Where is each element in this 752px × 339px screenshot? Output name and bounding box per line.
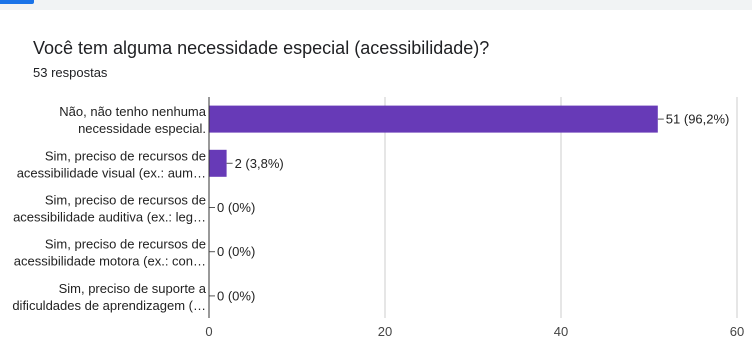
category-label: Sim, preciso de suporte a dificuldades de… [12, 281, 206, 313]
question-title: Você tem alguma necessidade especial (ac… [33, 38, 490, 58]
category-label-line: Sim, preciso de recursos de [45, 148, 206, 163]
x-tick-label: 60 [730, 324, 744, 339]
category-label-line: acessibilidade auditiva (ex.: leg… [13, 210, 206, 225]
category-label-line: acessibilidade motora (ex.: con… [14, 254, 206, 269]
top-strip [0, 0, 752, 10]
x-axis-ticks: 0 20 40 60 [205, 324, 744, 339]
bars [209, 105, 658, 177]
data-label: 2 (3,8%) [235, 156, 284, 171]
bar[interactable] [209, 105, 658, 133]
question-card: Você tem alguma necessidade especial (ac… [0, 10, 752, 339]
x-tick-label: 40 [554, 324, 568, 339]
x-tick-label: 0 [205, 324, 212, 339]
category-label: Sim, preciso de recursos de acessibilidad… [14, 237, 206, 269]
x-tick-label: 20 [378, 324, 392, 339]
category-label-line: dificuldades de aprendizagem (… [12, 298, 206, 313]
category-label: Sim, preciso de recursos de acessibilidad… [17, 148, 206, 180]
category-label-line: Sim, preciso de recursos de [45, 237, 206, 252]
category-labels: Não, não tenho nenhuma necessidade especi… [12, 104, 206, 313]
category-label-line: necessidade especial. [78, 121, 206, 136]
response-count: 53 respostas [33, 65, 108, 80]
category-label: Não, não tenho nenhuma necessidade especi… [59, 104, 206, 136]
category-label-line: Sim, preciso de suporte a [59, 281, 207, 296]
header-accent [0, 0, 34, 4]
category-label: Sim, preciso de recursos de acessibilidad… [13, 193, 206, 225]
data-label: 0 (0%) [217, 244, 255, 259]
data-label: 0 (0%) [217, 200, 255, 215]
data-label: 51 (96,2%) [666, 112, 730, 127]
category-label-line: Sim, preciso de recursos de [45, 193, 206, 208]
category-label-line: acessibilidade visual (ex.: aum… [17, 165, 206, 180]
category-label-line: Não, não tenho nenhuma [59, 104, 206, 119]
bar[interactable] [209, 149, 227, 177]
data-label: 0 (0%) [217, 288, 255, 303]
gridlines [384, 97, 738, 318]
data-labels: 51 (96,2%) 2 (3,8%) 0 (0%) 0 (0%) 0 (0%) [209, 112, 730, 303]
